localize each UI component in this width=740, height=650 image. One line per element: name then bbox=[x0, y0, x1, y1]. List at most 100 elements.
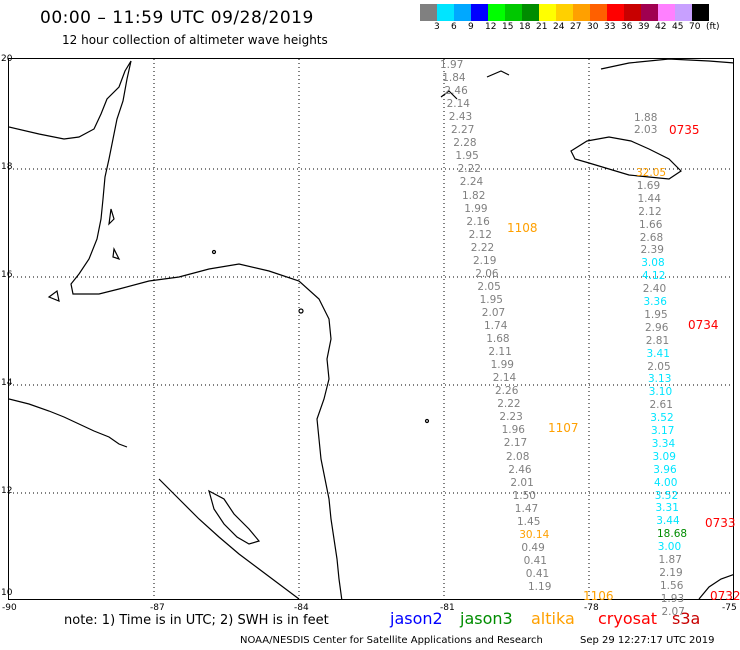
footer-credit: NOAA/NESDIS Center for Satellite Applica… bbox=[240, 635, 543, 646]
footer-timestamp: Sep 29 12:27:17 UTC 2019 bbox=[580, 635, 715, 646]
wave-height-obs: 3.31 bbox=[655, 502, 679, 515]
wave-height-obs: 2.27 bbox=[451, 124, 475, 137]
lon-label: -84 bbox=[294, 603, 309, 613]
pass-time-label: 0733 bbox=[705, 516, 736, 530]
scale-label: 9 bbox=[468, 22, 474, 32]
scale-label: 45 bbox=[672, 22, 684, 32]
wave-height-obs: 1.99 bbox=[490, 359, 514, 372]
wave-height-obs: 1.95 bbox=[479, 293, 503, 306]
wave-height-obs: 1.56 bbox=[660, 579, 684, 592]
wave-height-obs: 3.96 bbox=[653, 463, 677, 476]
wave-height-obs: 1.45 bbox=[517, 515, 541, 528]
scale-label: 33 bbox=[604, 22, 616, 32]
lat-label: 12 bbox=[1, 486, 13, 496]
wave-height-obs: 3.41 bbox=[646, 347, 670, 360]
wave-height-obs: 2.12 bbox=[468, 228, 492, 241]
scale-swatch bbox=[692, 4, 709, 21]
scale-swatch bbox=[471, 4, 488, 21]
legend-item-jason2: jason2 bbox=[390, 609, 443, 628]
wave-height-obs: 2.96 bbox=[645, 321, 669, 334]
wave-height-obs: 3.13 bbox=[648, 373, 672, 386]
pass-time-label: 0735 bbox=[669, 123, 700, 137]
wave-height-obs: 2.40 bbox=[642, 283, 667, 296]
wave-height-obs: 3.08 bbox=[641, 257, 665, 270]
wave-height-obs: 3.09 bbox=[652, 450, 676, 463]
wave-height-obs: 2.19 bbox=[473, 254, 497, 267]
wave-height-obs: 2.11 bbox=[488, 346, 512, 359]
wave-height-obs: 3.34 bbox=[651, 437, 676, 450]
scale-label: 39 bbox=[638, 22, 650, 32]
wave-height-obs: 2.23 bbox=[499, 411, 523, 424]
wave-height-obs: 3.17 bbox=[651, 425, 675, 437]
wave-height-obs: 2.05 bbox=[477, 280, 501, 293]
wave-height-obs: 2.05 bbox=[647, 360, 671, 373]
wave-height-obs: 2.07 bbox=[481, 306, 506, 319]
wave-height-obs: 30.14 bbox=[519, 528, 550, 541]
scale-label: 36 bbox=[621, 22, 633, 32]
legend-item-altika: altika bbox=[531, 609, 575, 628]
map-canvas bbox=[9, 59, 733, 599]
scale-label: 24 bbox=[553, 22, 565, 32]
wave-height-obs: 2.12 bbox=[638, 205, 662, 218]
wave-height-obs: 1.47 bbox=[514, 502, 539, 515]
wave-height-obs: 3.36 bbox=[643, 296, 667, 308]
wave-height-obs: 2.01 bbox=[510, 476, 534, 489]
scale-label: 6 bbox=[451, 22, 457, 32]
pass-time-label: 0734 bbox=[688, 318, 719, 332]
scale-swatch bbox=[539, 4, 556, 21]
scale-swatch bbox=[522, 4, 539, 21]
scale-swatch bbox=[454, 4, 471, 21]
wave-height-obs: 2.22 bbox=[457, 163, 481, 176]
scale-label: 42 bbox=[655, 22, 667, 32]
scale-swatch bbox=[573, 4, 590, 21]
legend-item-cryosat: cryosat bbox=[598, 609, 658, 628]
wave-height-obs: 2.16 bbox=[466, 215, 490, 228]
pass-time-label: 1107 bbox=[548, 421, 579, 435]
wave-height-obs: 1.84 bbox=[442, 72, 466, 85]
scale-label: 70 bbox=[689, 22, 701, 32]
wave-height-obs: 2.26 bbox=[495, 385, 519, 398]
wave-height-obs: 4.00 bbox=[654, 476, 678, 489]
wave-height-obs: 0.49 bbox=[521, 541, 545, 554]
wave-height-obs: 2.61 bbox=[649, 399, 673, 412]
wave-height-obs: 2.06 bbox=[475, 267, 499, 280]
color-scale-bar bbox=[420, 4, 709, 21]
map-subtitle: 12 hour collection of altimeter wave hei… bbox=[62, 33, 328, 47]
wave-height-obs: 2.68 bbox=[639, 231, 664, 244]
wave-height-obs: 2.43 bbox=[448, 111, 473, 124]
lon-label: -90 bbox=[2, 603, 17, 613]
wave-height-obs: 2.39 bbox=[640, 244, 664, 257]
wave-height-obs: 3.10 bbox=[648, 386, 673, 399]
wave-height-obs: 1.88 bbox=[634, 112, 658, 124]
wave-height-obs: 3.52 bbox=[650, 412, 674, 425]
scale-label: 18 bbox=[519, 22, 531, 32]
wave-height-obs: 1.95 bbox=[644, 308, 668, 321]
wave-height-obs: 2.07 bbox=[661, 605, 685, 618]
lat-label: 10 bbox=[1, 588, 13, 598]
wave-height-obs: 1.87 bbox=[658, 554, 682, 566]
wave-height-obs: 2.14 bbox=[492, 372, 517, 385]
wave-height-obs: 2.19 bbox=[659, 566, 683, 579]
wave-height-obs: 2.17 bbox=[503, 437, 528, 450]
legend-item-jason3: jason3 bbox=[460, 609, 513, 628]
scale-swatch bbox=[607, 4, 624, 21]
wave-height-obs: 18.68 bbox=[657, 528, 688, 541]
wave-height-obs: 2.28 bbox=[453, 137, 477, 150]
wave-height-obs: 2.24 bbox=[459, 176, 484, 189]
scale-label: (ft) bbox=[706, 22, 720, 32]
wave-height-obs: 1.95 bbox=[455, 150, 479, 163]
wave-height-obs: 4.12 bbox=[642, 270, 666, 283]
footnote: note: 1) Time is in UTC; 2) SWH is in fe… bbox=[64, 613, 329, 628]
wave-height-obs: 2.22 bbox=[470, 241, 495, 254]
wave-height-obs: 1.82 bbox=[462, 189, 486, 202]
wave-height-obs: 0.41 bbox=[523, 554, 547, 567]
wave-height-obs: 2.14 bbox=[446, 98, 470, 111]
lat-label: 20 bbox=[1, 54, 13, 64]
scale-swatch bbox=[624, 4, 641, 21]
wave-height-obs: 1.74 bbox=[484, 320, 508, 332]
wave-height-obs: 32.05 bbox=[636, 167, 667, 179]
scale-label: 15 bbox=[502, 22, 514, 32]
wave-height-obs: 1.69 bbox=[636, 179, 661, 192]
wave-height-obs: 2.46 bbox=[508, 463, 532, 476]
wave-height-obs: 3.44 bbox=[656, 515, 680, 528]
